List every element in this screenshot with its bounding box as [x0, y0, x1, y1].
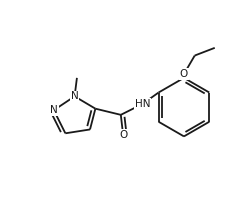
- Text: N: N: [50, 105, 57, 115]
- Text: O: O: [179, 69, 187, 79]
- Text: N: N: [71, 91, 78, 101]
- Text: HN: HN: [134, 99, 149, 109]
- Text: O: O: [118, 130, 127, 140]
